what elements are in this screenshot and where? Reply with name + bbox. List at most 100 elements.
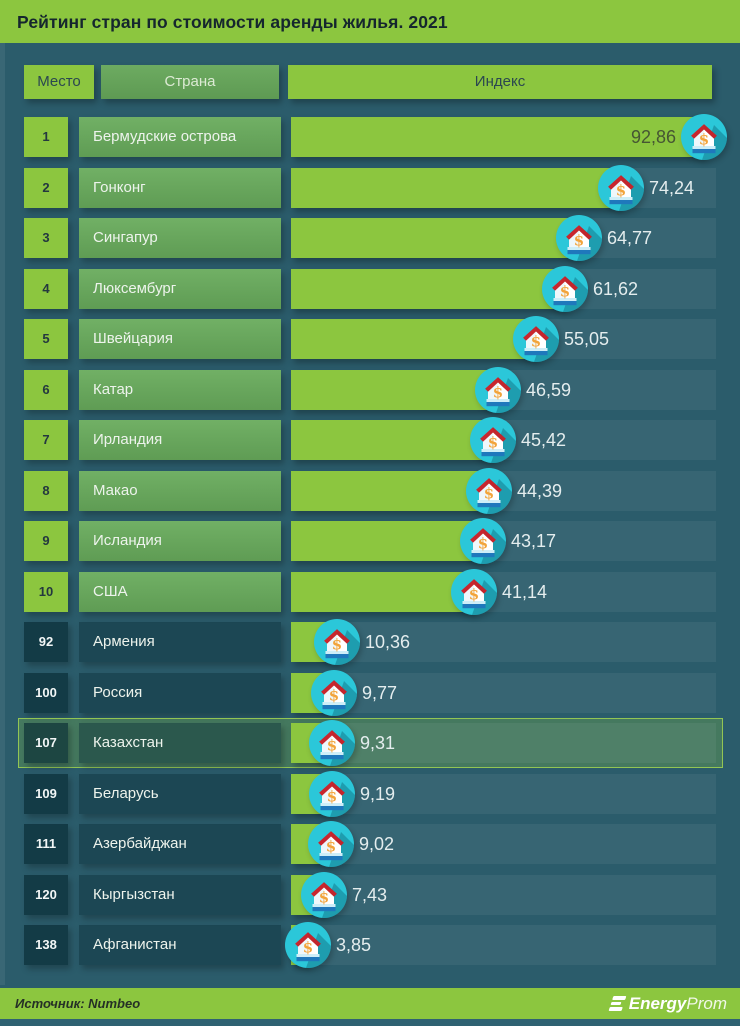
energyprom-logo-text: EnergyProm xyxy=(628,993,727,1013)
rank-cell: 7 xyxy=(24,420,68,460)
index-bar xyxy=(291,369,498,410)
index-bar-track: $41,14 xyxy=(291,568,716,615)
rank-cell: 111 xyxy=(24,824,68,864)
table-row: 4 Люксембург $61,62 xyxy=(0,265,740,312)
index-value: 10,36 xyxy=(365,632,411,652)
house-dollar-icon: $ xyxy=(308,821,354,867)
table-row: 9 Исландия $43,17 xyxy=(0,518,740,564)
index-bar-track: $7,43 xyxy=(291,871,716,918)
index-bar xyxy=(291,218,579,258)
index-bar xyxy=(291,268,565,309)
index-bar xyxy=(291,117,704,157)
index-value: 9,02 xyxy=(359,834,395,854)
svg-text:$: $ xyxy=(531,333,541,351)
table-row: 107 Казахстан $9,31 xyxy=(0,718,740,768)
rank-cell: 5 xyxy=(24,319,68,359)
house-dollar-icon: $ xyxy=(556,215,602,261)
index-bar xyxy=(291,420,493,460)
table-row: 92 Армения $10,36 xyxy=(0,619,740,665)
table-row: 1 Бермудские острова $92,86 xyxy=(0,114,740,160)
svg-text:$: $ xyxy=(326,838,336,856)
country-cell: Бермудские острова xyxy=(79,117,281,157)
svg-text:$: $ xyxy=(327,737,337,755)
index-bar-track: $61,62 xyxy=(291,265,716,312)
index-bar-track: $92,86 xyxy=(291,114,727,160)
rank-cell: 92 xyxy=(24,622,68,662)
table-row: 8 Макао $44,39 xyxy=(0,467,740,514)
country-cell: Гонконг xyxy=(79,167,281,208)
svg-text:$: $ xyxy=(303,939,313,957)
rank-cell: 1 xyxy=(24,117,68,157)
country-cell: Сингапур xyxy=(79,218,281,258)
index-value: 9,19 xyxy=(360,783,396,804)
country-cell: Исландия xyxy=(79,521,281,561)
source-label: Источник: Numbeo xyxy=(15,996,141,1011)
index-bar-track: $9,19 xyxy=(291,770,716,817)
house-dollar-icon: $ xyxy=(598,164,644,211)
index-value: 61,62 xyxy=(593,278,639,299)
rank-cell: 138 xyxy=(24,925,68,965)
rank-cell: 109 xyxy=(24,773,68,814)
house-dollar-icon: $ xyxy=(470,417,516,463)
house-dollar-icon: $ xyxy=(542,265,588,312)
highlight-backdrop xyxy=(18,718,723,768)
index-bar-track: $45,42 xyxy=(291,417,716,463)
rank-cell: 8 xyxy=(24,470,68,511)
table-row: 7 Ирландия $45,42 xyxy=(0,417,740,463)
svg-text:$: $ xyxy=(327,787,337,805)
rank-cell: 9 xyxy=(24,521,68,561)
house-dollar-icon: $ xyxy=(681,114,727,160)
table-row: 5 Швейцария $55,05 xyxy=(0,316,740,362)
table-row: 10 США $41,14 xyxy=(0,568,740,615)
rank-cell: 3 xyxy=(24,218,68,258)
index-value: 41,14 xyxy=(502,581,548,602)
svg-text:$: $ xyxy=(488,434,498,452)
table-row: 100 Россия $9,77 xyxy=(0,669,740,716)
house-dollar-icon: $ xyxy=(513,316,559,362)
svg-text:$: $ xyxy=(493,383,503,401)
index-value: 9,77 xyxy=(362,682,398,703)
rank-cell: 100 xyxy=(24,672,68,713)
country-cell: Кыргызстан xyxy=(79,874,281,915)
svg-text:$: $ xyxy=(469,585,479,603)
svg-text:$: $ xyxy=(478,535,488,553)
svg-text:$: $ xyxy=(332,636,342,654)
index-bar-track: $46,59 xyxy=(291,366,716,413)
svg-text:$: $ xyxy=(616,181,626,199)
index-bar xyxy=(291,571,474,612)
energyprom-logo: EnergyProm xyxy=(608,988,727,1019)
index-value: 45,42 xyxy=(521,430,567,450)
index-value: 44,39 xyxy=(517,480,563,501)
index-value: 3,85 xyxy=(336,935,372,955)
index-bar-track: $3,85 xyxy=(285,922,716,968)
title-band: Рейтинг стран по стоимости аренды жилья.… xyxy=(0,0,740,43)
country-cell: Россия xyxy=(79,672,281,713)
svg-text:$: $ xyxy=(574,232,584,250)
country-cell: Люксембург xyxy=(79,268,281,309)
index-value: 92,86 xyxy=(630,127,676,147)
column-header-index: Индекс xyxy=(288,65,712,99)
svg-text:$: $ xyxy=(329,686,339,704)
table-row: 6 Катар $46,59 xyxy=(0,366,740,413)
house-dollar-icon: $ xyxy=(451,568,497,615)
index-bar xyxy=(291,470,489,511)
house-dollar-icon: $ xyxy=(309,770,355,817)
rank-cell: 6 xyxy=(24,369,68,410)
country-cell: Швейцария xyxy=(79,319,281,359)
country-cell: Армения xyxy=(79,622,281,662)
table-row: 120 Кыргызстан $7,43 xyxy=(0,871,740,918)
index-bar-track: $74,24 xyxy=(291,164,716,211)
house-dollar-icon: $ xyxy=(311,669,357,716)
house-dollar-icon: $ xyxy=(314,619,360,665)
svg-text:$: $ xyxy=(319,888,329,906)
index-bar-track: $43,17 xyxy=(291,518,716,564)
index-bar xyxy=(291,319,536,359)
house-dollar-icon: $ xyxy=(301,871,347,918)
svg-text:$: $ xyxy=(699,131,709,149)
index-bar-track: $9,02 xyxy=(291,821,716,867)
house-dollar-icon: $ xyxy=(309,720,355,766)
index-value: 46,59 xyxy=(526,379,572,400)
index-value: 74,24 xyxy=(649,177,695,198)
rank-cell: 107 xyxy=(24,723,68,763)
